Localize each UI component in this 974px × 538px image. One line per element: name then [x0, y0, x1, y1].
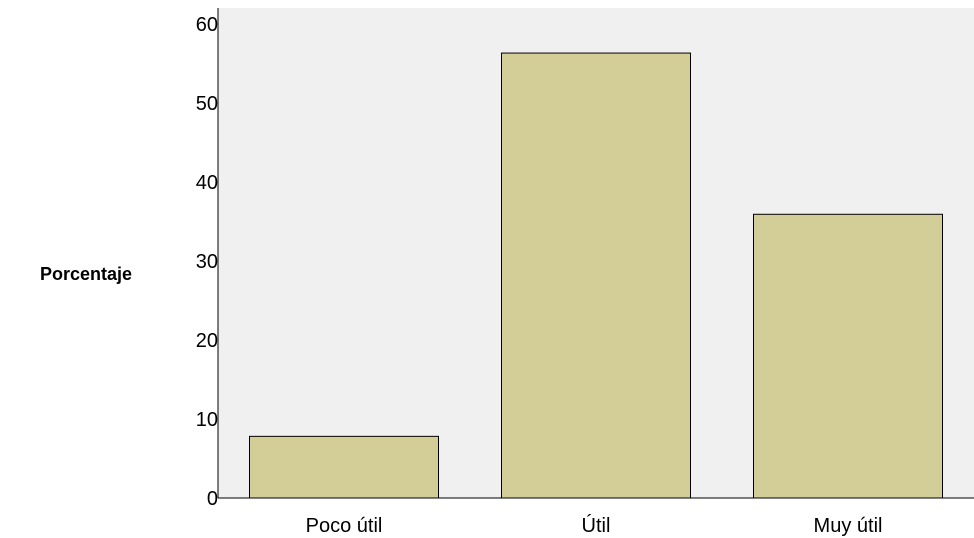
bar — [501, 52, 691, 499]
x-tick-label: Muy útil — [814, 515, 883, 537]
bars-group — [249, 52, 943, 499]
y-tick-label: 60 — [196, 14, 218, 36]
y-axis-title: Porcentaje — [40, 264, 132, 284]
y-tick-label: 0 — [207, 488, 218, 510]
y-tick-label: 10 — [196, 409, 218, 431]
y-tick-label: 20 — [196, 330, 218, 352]
bar — [753, 213, 943, 499]
y-tick-label: 50 — [196, 93, 218, 115]
bar — [249, 435, 439, 499]
x-tick-label: Poco útil — [306, 515, 383, 537]
y-tick-label: 30 — [196, 251, 218, 273]
x-tick-labels: Poco útil Útil Muy útil — [306, 514, 883, 537]
y-tick-label: 40 — [196, 172, 218, 194]
x-tick-label: Útil — [582, 514, 611, 537]
y-tick-labels: 0 10 20 30 40 50 60 — [196, 14, 218, 510]
